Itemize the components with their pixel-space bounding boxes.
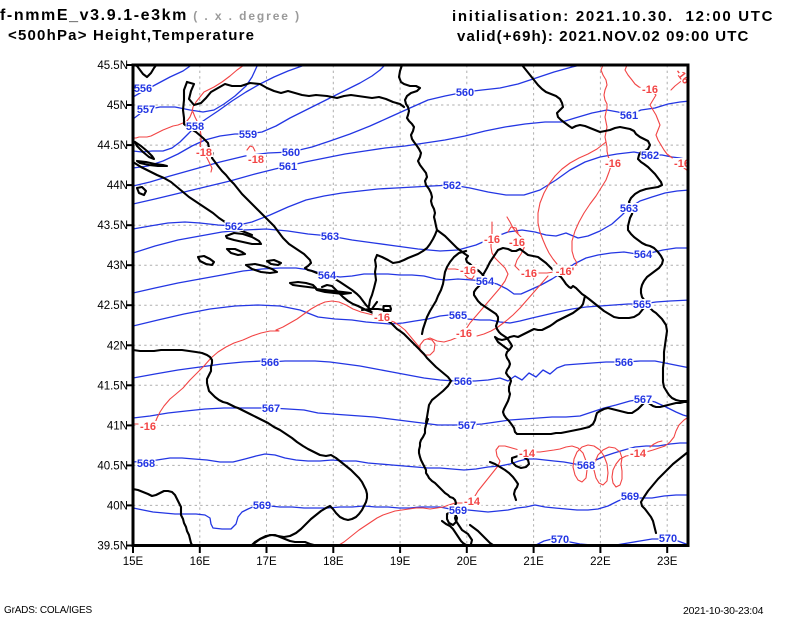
svg-text:19E: 19E [390, 556, 411, 568]
svg-text:566: 566 [615, 357, 633, 369]
svg-text:569: 569 [621, 491, 639, 503]
svg-text:-14: -14 [630, 448, 647, 460]
svg-text:-16': -16' [556, 266, 575, 278]
svg-text:39.5N: 39.5N [97, 541, 128, 553]
svg-text:-18: -18 [248, 154, 264, 166]
svg-text:16E: 16E [190, 556, 211, 568]
svg-text:560: 560 [456, 87, 474, 99]
svg-text:45.5N: 45.5N [97, 60, 128, 72]
svg-text:-16: -16 [521, 268, 537, 280]
svg-text:558: 558 [186, 121, 204, 133]
svg-text:562: 562 [641, 150, 659, 162]
svg-text:-16: -16 [456, 328, 472, 340]
svg-text:43.5N: 43.5N [97, 220, 128, 232]
svg-text:-14: -14 [519, 448, 536, 460]
svg-text:569: 569 [253, 500, 271, 512]
svg-text:564: 564 [634, 249, 653, 261]
svg-text:563: 563 [620, 203, 638, 215]
svg-text:566: 566 [454, 376, 472, 388]
svg-text:565: 565 [449, 310, 467, 322]
svg-text:564: 564 [318, 270, 337, 282]
svg-text:567: 567 [262, 403, 280, 415]
svg-text:568: 568 [137, 458, 155, 470]
svg-text:-16: -16 [605, 158, 621, 170]
svg-text:-16: -16 [674, 158, 690, 170]
svg-text:45N: 45N [107, 100, 128, 112]
svg-text:567: 567 [634, 394, 652, 406]
svg-text:559: 559 [239, 129, 257, 141]
svg-text:42N: 42N [107, 340, 128, 352]
svg-text:562: 562 [225, 221, 243, 233]
svg-text:44N: 44N [107, 180, 128, 192]
svg-text:-16: -16 [509, 237, 525, 249]
svg-text:556: 556 [134, 83, 152, 95]
svg-text:563: 563 [321, 231, 339, 243]
svg-text:561: 561 [279, 161, 297, 173]
svg-text:-18: -18 [196, 147, 212, 159]
svg-text:565: 565 [633, 299, 651, 311]
svg-text:561: 561 [620, 110, 638, 122]
svg-text:560: 560 [282, 147, 300, 159]
svg-text:42.5N: 42.5N [97, 300, 128, 312]
svg-text:564: 564 [476, 276, 495, 288]
svg-text:-16: -16 [460, 265, 476, 277]
svg-text:570: 570 [659, 533, 677, 545]
svg-text:568: 568 [577, 460, 595, 472]
svg-text:17E: 17E [256, 556, 277, 568]
svg-text:-16: -16 [642, 84, 658, 96]
svg-text:569: 569 [449, 505, 467, 517]
svg-text:-16: -16 [140, 421, 156, 433]
svg-text:570: 570 [551, 534, 569, 546]
svg-text:43N: 43N [107, 260, 128, 272]
svg-text:44.5N: 44.5N [97, 140, 128, 152]
svg-text:562: 562 [443, 180, 461, 192]
svg-text:-14: -14 [464, 496, 481, 508]
svg-text:-16: -16 [484, 234, 500, 246]
svg-text:22E: 22E [590, 556, 611, 568]
svg-text:566: 566 [261, 357, 279, 369]
svg-text:15E: 15E [123, 556, 144, 568]
svg-text:20E: 20E [457, 556, 478, 568]
svg-text:23E: 23E [657, 556, 678, 568]
svg-text:21E: 21E [523, 556, 544, 568]
svg-text:41.5N: 41.5N [97, 380, 128, 392]
svg-text:40.5N: 40.5N [97, 460, 128, 472]
svg-text:557: 557 [137, 104, 155, 116]
svg-text:40N: 40N [107, 500, 128, 512]
svg-text:567: 567 [458, 420, 476, 432]
svg-text:-16: -16 [374, 312, 390, 324]
svg-text:18E: 18E [323, 556, 344, 568]
svg-text:41N: 41N [107, 420, 128, 432]
